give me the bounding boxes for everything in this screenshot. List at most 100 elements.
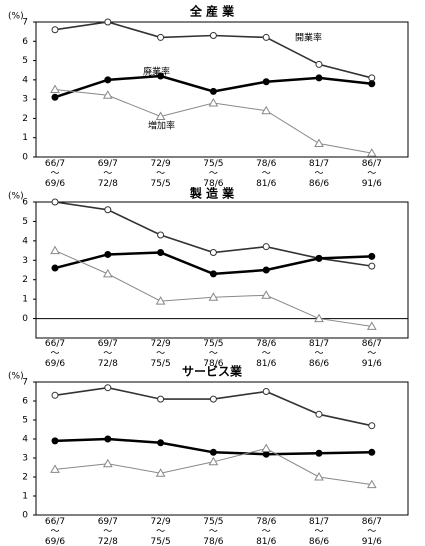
point	[262, 78, 270, 86]
point	[208, 97, 219, 107]
point	[314, 138, 324, 147]
y-tick-label: 6	[22, 397, 28, 407]
point	[50, 245, 60, 255]
point	[209, 87, 217, 95]
point	[157, 249, 165, 257]
y-tick-label: 7	[22, 378, 28, 388]
point	[368, 80, 376, 88]
point	[102, 268, 113, 278]
y-tick-label: 1	[22, 133, 28, 143]
plot-frame	[35, 201, 409, 339]
y-tick-label: 1	[22, 295, 28, 305]
point	[104, 206, 112, 214]
point	[51, 198, 59, 206]
point	[50, 464, 60, 473]
point	[315, 74, 323, 82]
point	[314, 313, 324, 323]
x-tick-label: 66/7 ～ 69/6	[45, 159, 65, 189]
x-tick-label: 75/5 ～ 78/6	[203, 339, 223, 369]
y-tick-label: 5	[22, 217, 28, 227]
x-tick-label: 75/5 ～ 78/6	[203, 517, 223, 546]
point	[104, 76, 112, 84]
point	[209, 32, 217, 39]
point	[315, 449, 323, 457]
y-tick-label: 2	[22, 473, 28, 483]
y-tick-label: 0	[22, 153, 28, 163]
series-name: 廃業率	[143, 66, 170, 78]
series-name: 増加率	[148, 120, 175, 132]
x-tick-label: 81/7 ～ 86/6	[309, 159, 329, 189]
x-tick-label: 81/7 ～ 86/6	[309, 517, 329, 546]
point	[261, 443, 272, 452]
y-tick-label: 5	[22, 56, 28, 66]
point	[157, 395, 165, 403]
x-tick-label: 78/6 ～ 81/6	[256, 339, 276, 369]
series-line	[54, 386, 372, 427]
x-tick-label: 72/9 ～ 75/5	[150, 159, 170, 189]
point	[209, 448, 217, 456]
y-tick-label: 3	[22, 256, 28, 266]
chart-title: サービス業	[182, 364, 243, 379]
y-axis-label: (%)	[8, 12, 24, 22]
y-tick-label: 3	[22, 454, 28, 464]
y-tick-label: 3	[22, 95, 28, 105]
y-tick-label: 0	[22, 314, 28, 324]
point	[155, 111, 166, 120]
x-tick-label: 66/7 ～ 69/6	[45, 517, 65, 546]
y-tick-label: 0	[22, 511, 28, 521]
point	[368, 262, 376, 270]
point	[261, 290, 272, 299]
y-tick-label: 4	[22, 435, 28, 445]
point	[314, 471, 324, 481]
chart-title: 全 産 業	[189, 4, 235, 19]
x-tick-label: 86/7 ～ 91/6	[362, 339, 382, 369]
x-tick-label: 78/6 ～ 81/6	[256, 517, 276, 546]
x-tick-label: 75/5 ～ 78/6	[203, 159, 223, 189]
y-tick-label: 2	[22, 275, 28, 285]
series-name: 開業率	[295, 32, 322, 44]
point	[102, 458, 113, 468]
point	[157, 439, 165, 447]
x-tick-label: 72/9 ～ 75/5	[150, 339, 170, 369]
y-axis-label: (%)	[8, 372, 24, 382]
point	[51, 26, 59, 34]
y-tick-label: 2	[22, 114, 28, 124]
point	[315, 60, 323, 68]
point	[315, 410, 323, 418]
point	[368, 74, 376, 82]
y-axis-label: (%)	[8, 192, 24, 202]
series-line	[54, 21, 372, 79]
x-tick-label: 69/7 ～ 72/8	[98, 159, 118, 189]
point	[51, 391, 59, 399]
point	[104, 435, 112, 443]
series-line	[54, 250, 372, 327]
point	[368, 252, 376, 260]
point	[51, 93, 59, 101]
point	[262, 33, 270, 41]
y-tick-label: 5	[22, 416, 28, 426]
point	[261, 105, 272, 115]
x-tick-label: 69/7 ～ 72/8	[98, 339, 118, 369]
point	[262, 243, 270, 251]
point	[209, 395, 217, 403]
point	[102, 90, 113, 99]
point	[50, 84, 60, 93]
point	[366, 321, 377, 330]
y-tick-label: 6	[22, 198, 28, 208]
point	[209, 270, 217, 278]
y-tick-label: 4	[22, 75, 28, 85]
y-tick-label: 4	[22, 236, 28, 246]
x-tick-label: 86/7 ～ 91/6	[362, 517, 382, 546]
x-tick-label: 69/7 ～ 72/8	[98, 517, 118, 546]
x-tick-label: 78/6 ～ 81/6	[256, 159, 276, 189]
point	[208, 292, 219, 301]
y-tick-label: 6	[22, 37, 28, 47]
point	[155, 296, 166, 305]
point	[262, 388, 270, 395]
x-tick-label: 66/7 ～ 69/6	[45, 339, 65, 369]
x-tick-label: 86/7 ～ 91/6	[362, 159, 382, 189]
y-tick-label: 1	[22, 492, 28, 502]
plot-frame	[35, 21, 409, 158]
point	[262, 450, 270, 458]
